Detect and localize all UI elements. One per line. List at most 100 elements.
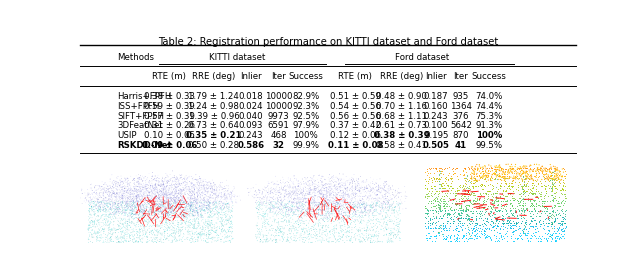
Point — [99, 200, 109, 205]
Point — [395, 202, 405, 207]
Point — [370, 196, 380, 201]
Point — [550, 196, 561, 200]
Point — [355, 198, 365, 203]
Point — [119, 230, 129, 234]
Point — [481, 170, 491, 175]
Point — [286, 220, 296, 225]
Point — [368, 186, 378, 190]
Point — [211, 231, 221, 235]
Point — [84, 220, 95, 224]
Point — [206, 215, 216, 219]
Point — [512, 167, 522, 171]
Point — [192, 178, 202, 183]
Point — [353, 227, 364, 232]
Point — [186, 204, 196, 209]
Point — [347, 228, 357, 232]
Point — [166, 192, 176, 197]
Point — [297, 192, 307, 196]
Point — [273, 205, 283, 209]
Point — [89, 199, 99, 204]
Point — [436, 186, 447, 190]
Point — [179, 219, 189, 223]
Point — [170, 189, 180, 193]
Point — [179, 180, 189, 185]
Point — [342, 198, 352, 203]
Point — [132, 212, 142, 217]
Point — [205, 207, 215, 211]
Point — [379, 217, 389, 221]
Point — [133, 199, 143, 203]
Text: 0.70 ± 1.16: 0.70 ± 1.16 — [376, 102, 427, 111]
Point — [87, 192, 97, 196]
Point — [149, 203, 159, 207]
Point — [506, 223, 516, 228]
Point — [95, 209, 106, 214]
Point — [193, 194, 203, 199]
Point — [194, 193, 204, 198]
Point — [205, 184, 216, 188]
Point — [135, 182, 145, 186]
Point — [163, 179, 173, 184]
Point — [395, 218, 405, 222]
Point — [176, 221, 186, 225]
Point — [559, 228, 569, 233]
Point — [200, 185, 210, 189]
Point — [89, 201, 99, 206]
Point — [117, 184, 127, 189]
Point — [127, 189, 137, 194]
Point — [328, 196, 339, 200]
Point — [557, 192, 568, 196]
Point — [122, 189, 132, 193]
Point — [148, 186, 159, 191]
Point — [142, 228, 152, 232]
Point — [312, 183, 323, 188]
Point — [355, 240, 365, 244]
Point — [148, 198, 159, 203]
Point — [546, 186, 556, 191]
Point — [392, 231, 403, 235]
Point — [285, 240, 295, 245]
Point — [477, 203, 488, 208]
Point — [457, 199, 467, 204]
Point — [151, 233, 161, 237]
Point — [113, 213, 124, 218]
Point — [200, 195, 210, 199]
Point — [524, 198, 534, 202]
Point — [514, 233, 524, 237]
Point — [422, 191, 433, 196]
Point — [113, 234, 123, 238]
Point — [200, 218, 211, 222]
Point — [484, 189, 494, 193]
Point — [204, 209, 214, 213]
Point — [180, 205, 190, 210]
Point — [212, 196, 223, 201]
Point — [526, 203, 536, 208]
Point — [204, 215, 214, 219]
Point — [380, 185, 390, 189]
Point — [374, 217, 384, 222]
Point — [549, 214, 559, 218]
Point — [106, 234, 116, 238]
Point — [195, 230, 205, 235]
Point — [252, 211, 262, 215]
Point — [361, 213, 371, 218]
Point — [333, 191, 343, 195]
Point — [204, 223, 214, 227]
Point — [314, 203, 324, 207]
Point — [281, 192, 291, 197]
Point — [227, 224, 237, 229]
Point — [111, 180, 122, 184]
Point — [521, 226, 531, 231]
Point — [270, 233, 280, 238]
Point — [120, 197, 131, 201]
Point — [548, 208, 558, 213]
Point — [180, 208, 190, 212]
Point — [189, 209, 200, 213]
Point — [128, 200, 138, 204]
Point — [553, 211, 563, 216]
Point — [168, 189, 178, 194]
Point — [441, 177, 451, 181]
Point — [102, 220, 113, 224]
Point — [319, 208, 330, 213]
Point — [355, 194, 365, 199]
